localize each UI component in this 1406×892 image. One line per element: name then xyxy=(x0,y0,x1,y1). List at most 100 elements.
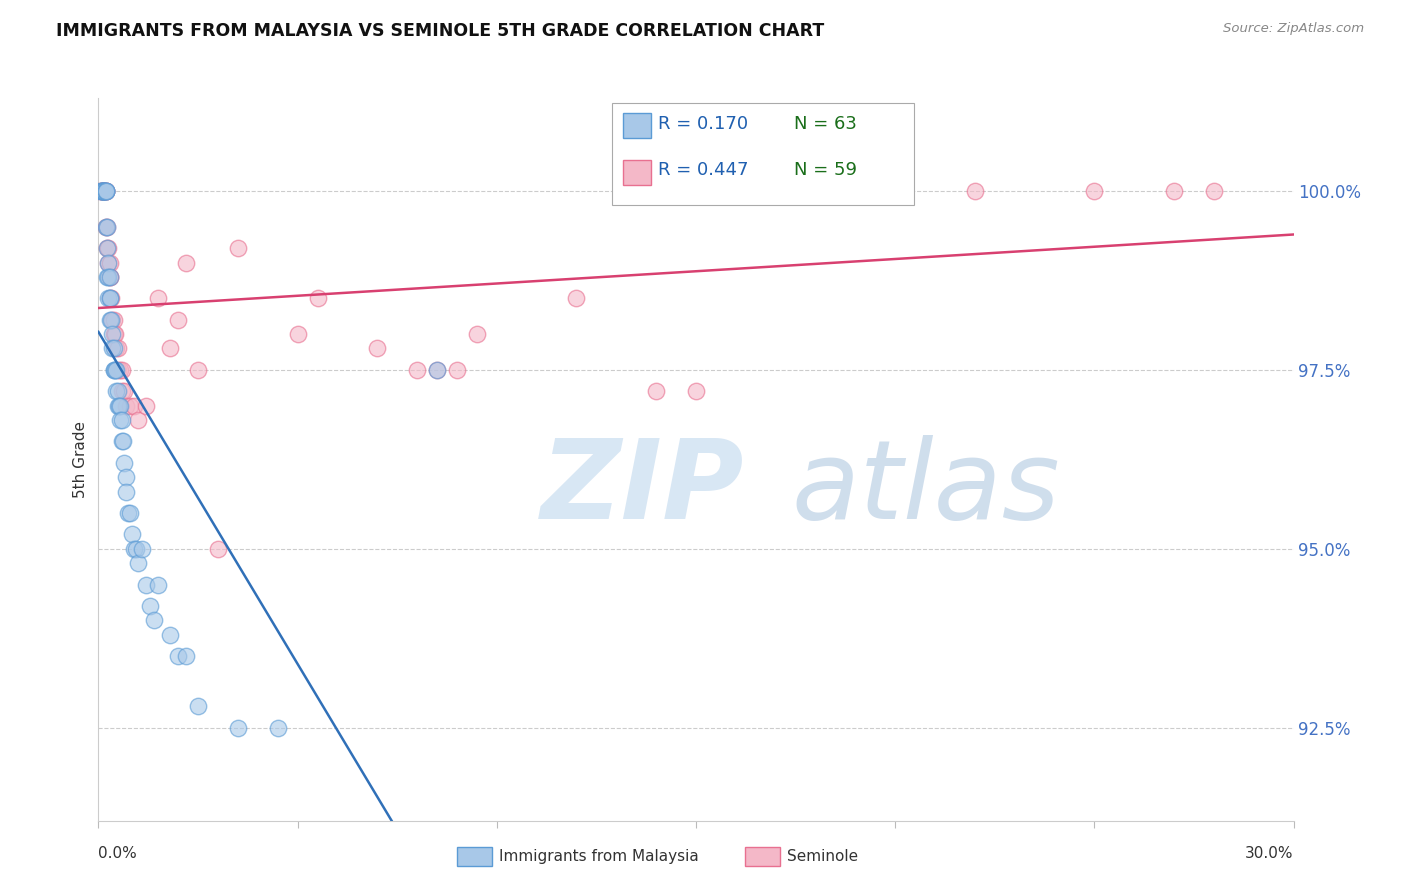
Point xyxy=(93,184,115,198)
Point xyxy=(565,292,588,306)
Point xyxy=(139,599,162,613)
Point xyxy=(207,541,229,556)
Point xyxy=(90,184,112,198)
Point xyxy=(94,184,117,198)
Point xyxy=(143,613,166,627)
Point xyxy=(98,292,122,306)
Text: N = 59: N = 59 xyxy=(794,161,858,179)
Point xyxy=(98,255,121,269)
Text: IMMIGRANTS FROM MALAYSIA VS SEMINOLE 5TH GRADE CORRELATION CHART: IMMIGRANTS FROM MALAYSIA VS SEMINOLE 5TH… xyxy=(56,22,824,40)
Point xyxy=(94,184,117,198)
Point xyxy=(159,342,181,356)
Point xyxy=(110,413,132,427)
Point xyxy=(105,384,128,399)
Point xyxy=(148,577,170,591)
Point xyxy=(91,184,114,198)
Text: Immigrants from Malaysia: Immigrants from Malaysia xyxy=(499,849,699,863)
Point xyxy=(135,399,157,413)
Point xyxy=(90,184,112,198)
Point xyxy=(107,342,129,356)
Point xyxy=(685,384,707,399)
Point xyxy=(187,699,209,714)
Point xyxy=(91,184,114,198)
Point xyxy=(104,327,127,342)
Point xyxy=(167,649,190,664)
Point xyxy=(287,327,309,342)
Point xyxy=(91,184,114,198)
Point xyxy=(124,541,146,556)
Point xyxy=(446,363,468,377)
Point xyxy=(645,384,668,399)
Point xyxy=(98,269,122,284)
Point xyxy=(103,313,125,327)
Point xyxy=(112,456,135,470)
Point xyxy=(121,527,143,541)
Point xyxy=(96,184,118,198)
Point xyxy=(1083,184,1105,198)
Point xyxy=(107,384,129,399)
Point xyxy=(105,342,128,356)
Point xyxy=(96,184,118,198)
Point xyxy=(94,184,117,198)
Point xyxy=(89,184,111,198)
Point xyxy=(96,269,118,284)
Point xyxy=(135,577,157,591)
Point xyxy=(96,241,118,255)
Point xyxy=(94,184,117,198)
Point xyxy=(96,219,118,234)
Text: 0.0%: 0.0% xyxy=(98,846,138,861)
Point xyxy=(117,506,139,520)
Point xyxy=(115,484,138,499)
Point xyxy=(148,292,170,306)
Point xyxy=(1202,184,1225,198)
Point xyxy=(101,327,124,342)
Point xyxy=(307,292,329,306)
Point xyxy=(96,241,118,255)
Point xyxy=(426,363,449,377)
Point xyxy=(226,241,249,255)
Text: Seminole: Seminole xyxy=(787,849,859,863)
Point xyxy=(131,541,153,556)
Point xyxy=(91,184,114,198)
Text: atlas: atlas xyxy=(792,434,1060,541)
Point xyxy=(226,721,249,735)
Point xyxy=(97,241,120,255)
Y-axis label: 5th Grade: 5th Grade xyxy=(73,421,89,498)
Point xyxy=(93,184,115,198)
Point xyxy=(93,184,115,198)
Point xyxy=(97,292,120,306)
Point xyxy=(963,184,986,198)
Point xyxy=(98,313,122,327)
Text: Source: ZipAtlas.com: Source: ZipAtlas.com xyxy=(1223,22,1364,36)
Point xyxy=(366,342,388,356)
Point xyxy=(110,399,132,413)
Point xyxy=(98,292,122,306)
Text: R = 0.447: R = 0.447 xyxy=(658,161,748,179)
Point xyxy=(111,384,134,399)
Point xyxy=(111,434,134,449)
Point xyxy=(120,399,142,413)
Point xyxy=(96,219,118,234)
Point xyxy=(97,255,120,269)
Point xyxy=(101,313,124,327)
Point xyxy=(406,363,429,377)
Point xyxy=(93,184,115,198)
Text: N = 63: N = 63 xyxy=(794,115,858,133)
Point xyxy=(127,556,149,570)
Point xyxy=(112,384,135,399)
Point xyxy=(107,363,129,377)
Point xyxy=(187,363,209,377)
Point xyxy=(91,184,114,198)
Point xyxy=(765,184,787,198)
Point xyxy=(107,399,129,413)
Point xyxy=(174,649,197,664)
Point xyxy=(105,363,128,377)
Point xyxy=(884,184,907,198)
Point xyxy=(103,363,125,377)
Point xyxy=(97,269,120,284)
Point xyxy=(1163,184,1185,198)
Point xyxy=(96,219,118,234)
Point xyxy=(103,327,125,342)
Point xyxy=(93,184,115,198)
Point xyxy=(159,627,181,641)
